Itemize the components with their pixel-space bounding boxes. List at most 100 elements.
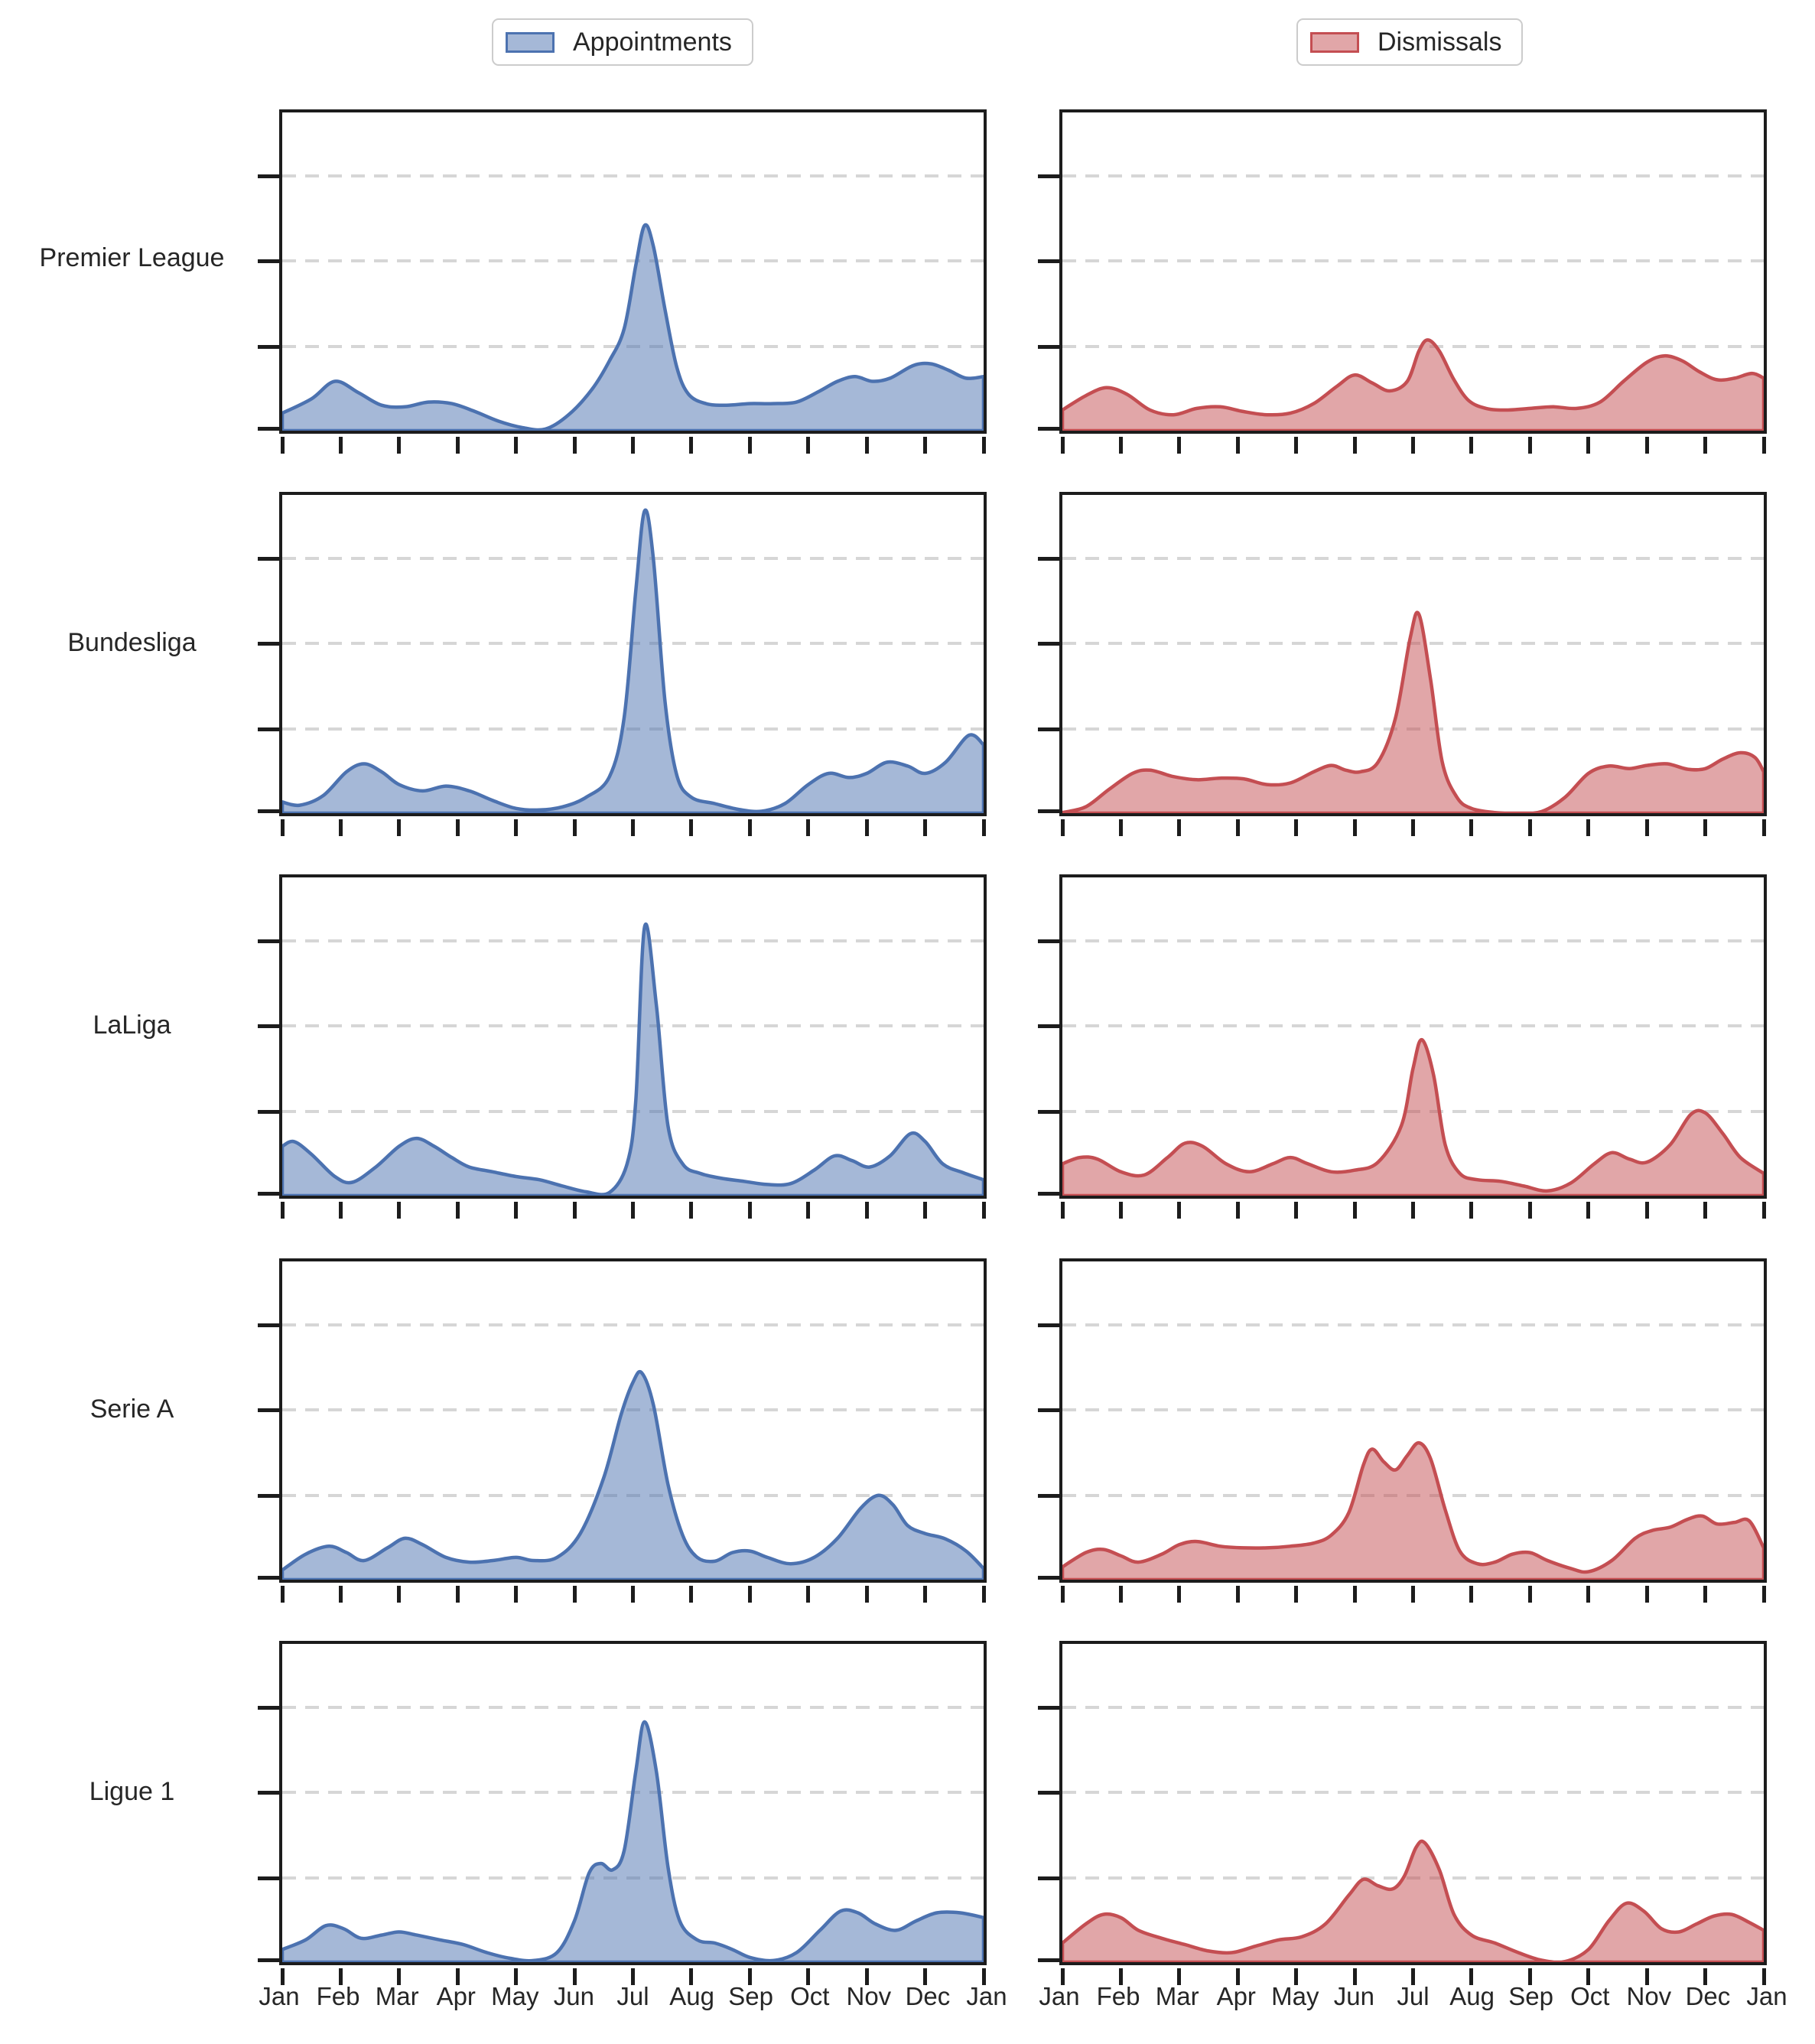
x-tick — [1294, 819, 1299, 836]
x-tick — [1469, 1968, 1474, 1985]
y-tick — [1038, 1024, 1059, 1029]
y-tick — [258, 1958, 279, 1962]
x-tick — [1177, 1586, 1182, 1603]
x-tick — [572, 1968, 577, 1985]
panel-premier-league-appointments — [258, 109, 987, 454]
x-tick — [1703, 1202, 1708, 1219]
x-tick-label: Jul — [616, 1982, 649, 2010]
row-label-bundesliga: Bundesliga — [67, 628, 197, 657]
x-tick-label: Feb — [1096, 1982, 1140, 2010]
y-tick — [1038, 1192, 1059, 1196]
x-tick — [1118, 1586, 1123, 1603]
y-tick — [258, 427, 279, 431]
x-tick — [397, 1202, 402, 1219]
x-tick — [1586, 437, 1591, 454]
gridline — [1062, 1323, 1764, 1327]
y-tick — [1038, 557, 1059, 561]
x-tick-label: Aug — [669, 1982, 714, 2010]
y-tick — [258, 642, 279, 646]
y-tick — [1038, 1576, 1059, 1580]
y-tick — [258, 1706, 279, 1710]
y-tick — [1038, 939, 1059, 944]
y-tick — [258, 1192, 279, 1196]
x-tick — [514, 1968, 519, 1985]
y-tick — [258, 1323, 279, 1328]
x-tick — [1294, 1968, 1299, 1985]
density-curve-svg — [282, 223, 984, 431]
x-tick — [1411, 1586, 1415, 1603]
y-tick — [1038, 345, 1059, 350]
y-tick — [1038, 642, 1059, 646]
gridline — [1062, 1408, 1764, 1412]
x-tick — [1060, 1586, 1065, 1603]
x-tick — [923, 1202, 928, 1219]
density-curve-appointments — [282, 923, 984, 1196]
x-tick — [747, 1202, 752, 1219]
density-curve-appointments — [282, 223, 984, 431]
y-tick — [258, 939, 279, 944]
x-tick — [806, 1202, 811, 1219]
x-tick — [572, 819, 577, 836]
y-tick — [258, 345, 279, 350]
x-tick-label: Apr — [1216, 1982, 1256, 2010]
x-tick — [1060, 1968, 1065, 1985]
x-tick-label: Jan — [1746, 1982, 1787, 2010]
x-tick — [1644, 1968, 1649, 1985]
x-tick — [572, 1202, 577, 1219]
x-tick — [864, 1968, 869, 1985]
x-tick — [864, 1586, 869, 1603]
x-tick — [923, 437, 928, 454]
x-tick — [338, 1586, 343, 1603]
x-tick-label: Oct — [1570, 1982, 1610, 2010]
x-tick — [1352, 819, 1357, 836]
y-tick — [258, 259, 279, 264]
x-tick — [864, 819, 869, 836]
x-tick — [1294, 437, 1299, 454]
x-tick — [747, 819, 752, 836]
x-tick-label: May — [1271, 1982, 1319, 2010]
x-tick-label: Jan — [1039, 1982, 1080, 2010]
x-tick — [1235, 819, 1240, 836]
gridline — [282, 1024, 984, 1028]
x-tick — [514, 819, 519, 836]
x-tick-label: Sep — [1508, 1982, 1554, 2010]
x-tick — [397, 437, 402, 454]
x-tick-label: Nov — [1626, 1982, 1672, 2010]
x-tick — [280, 1586, 285, 1603]
y-tick — [1038, 259, 1059, 264]
x-tick — [1118, 437, 1123, 454]
x-tick — [806, 1968, 811, 1985]
y-tick — [258, 557, 279, 561]
density-curve-dismissals — [1062, 1440, 1764, 1580]
x-tick — [338, 819, 343, 836]
x-tick — [1177, 1202, 1182, 1219]
x-tick — [1352, 1586, 1357, 1603]
x-tick — [1235, 1202, 1240, 1219]
x-tick — [923, 1586, 928, 1603]
panel-serie-a-dismissals — [1038, 1258, 1767, 1603]
x-tick — [1527, 1202, 1532, 1219]
x-tick-label: Jan — [259, 1982, 300, 2010]
density-curve-svg — [282, 508, 984, 813]
x-tick — [397, 819, 402, 836]
y-tick — [258, 1110, 279, 1115]
gridline — [282, 939, 984, 943]
x-tick-label: Mar — [1155, 1982, 1199, 2010]
panel-bundesliga-dismissals — [1038, 492, 1767, 836]
x-tick — [572, 437, 577, 454]
x-tick-label: Feb — [316, 1982, 360, 2010]
gridline — [282, 557, 984, 561]
x-tick — [631, 1968, 635, 1985]
density-curve-svg — [1062, 610, 1764, 813]
x-tick — [1352, 1968, 1357, 1985]
density-curve-svg — [1062, 338, 1764, 431]
x-tick — [1703, 1968, 1708, 1985]
x-tick — [514, 1586, 519, 1603]
gridline — [282, 1323, 984, 1327]
appointments-legend-swatch — [506, 31, 555, 53]
gridline — [1062, 174, 1764, 178]
y-tick — [1038, 1791, 1059, 1795]
x-tick — [280, 437, 285, 454]
x-tick — [455, 437, 460, 454]
x-tick — [923, 819, 928, 836]
